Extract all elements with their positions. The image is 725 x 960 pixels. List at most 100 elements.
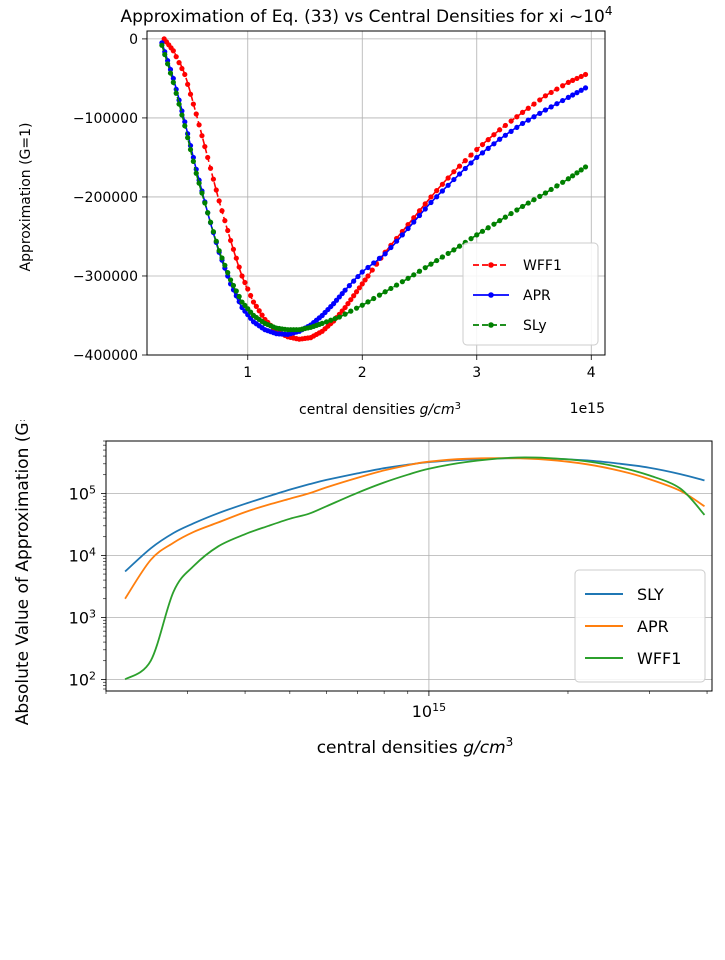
legend-label-apr: APR xyxy=(637,617,669,636)
y-tick-label: 102 xyxy=(69,669,96,690)
series-marker xyxy=(376,292,383,298)
series-marker xyxy=(542,107,549,113)
series-marker xyxy=(225,270,231,276)
series-marker xyxy=(491,141,497,147)
series-marker xyxy=(382,289,388,295)
series-marker xyxy=(353,289,360,295)
y-tick-label: 0 xyxy=(129,32,138,48)
series-marker xyxy=(508,210,514,217)
series-marker xyxy=(570,173,576,179)
series-marker xyxy=(176,101,182,107)
series-marker xyxy=(355,273,361,280)
series-marker xyxy=(574,90,580,96)
y-tick-label: 103 xyxy=(69,607,96,628)
series-marker xyxy=(371,260,377,266)
series-marker xyxy=(365,264,371,271)
series-marker xyxy=(216,198,222,204)
series-marker xyxy=(525,105,531,111)
series-marker xyxy=(362,277,368,283)
series-marker xyxy=(514,124,520,131)
series-marker xyxy=(428,194,434,200)
legend: WFF1 APR SLy xyxy=(462,242,599,346)
series-marker xyxy=(196,180,202,186)
series-marker xyxy=(233,255,239,261)
series-marker xyxy=(210,229,217,235)
series-marker xyxy=(236,264,242,270)
series-marker xyxy=(405,222,411,228)
series-marker xyxy=(462,165,468,172)
series-marker xyxy=(207,219,214,225)
series-marker xyxy=(342,287,348,293)
series-marker xyxy=(502,214,508,220)
series-marker xyxy=(582,85,589,91)
legend-marker-wff1 xyxy=(488,262,494,268)
series-marker xyxy=(439,188,446,194)
series-marker xyxy=(405,225,411,232)
series-marker xyxy=(369,267,375,273)
series-marker xyxy=(202,143,208,150)
y-tick-label: 104 xyxy=(69,545,96,566)
series-line-wff1 xyxy=(124,456,706,681)
series-marker xyxy=(173,90,179,96)
series-marker xyxy=(560,179,566,185)
series-marker xyxy=(456,243,463,249)
plot-frame xyxy=(146,30,606,356)
series-marker xyxy=(542,93,549,99)
series-marker xyxy=(451,176,457,183)
series-marker xyxy=(222,262,228,268)
series-marker xyxy=(399,232,405,238)
chart-approximation-linear: Approximation of Eq. (33) vs Central Den… xyxy=(18,4,613,418)
series-marker xyxy=(456,171,463,177)
series-marker xyxy=(554,86,560,92)
series-marker xyxy=(245,286,251,292)
x-tick-label: 1015 xyxy=(412,701,446,722)
series-marker xyxy=(497,127,503,133)
series-marker xyxy=(479,141,486,148)
series-marker xyxy=(167,66,174,73)
series-marker xyxy=(422,206,428,212)
series-marker xyxy=(193,111,199,117)
series-marker xyxy=(199,133,205,139)
series-marker xyxy=(365,273,371,279)
legend-box xyxy=(462,242,599,346)
series-line-sly xyxy=(124,457,705,573)
series-marker xyxy=(342,311,348,317)
series-marker xyxy=(342,304,348,311)
chart-title: Approximation of Eq. (33) vs Central Den… xyxy=(121,4,613,27)
series-marker xyxy=(514,207,520,213)
series-marker xyxy=(179,65,185,72)
series-marker xyxy=(491,221,497,227)
series-marker xyxy=(456,163,463,169)
series-marker xyxy=(416,208,423,214)
y-tick-label: 105 xyxy=(69,483,96,504)
series-marker xyxy=(388,244,394,251)
series-marker xyxy=(491,132,497,138)
series-marker xyxy=(165,61,171,67)
series-marker xyxy=(207,165,214,171)
series-marker xyxy=(170,75,176,82)
series-sly xyxy=(159,42,589,333)
legend-marker-sly xyxy=(488,322,494,328)
series-marker xyxy=(359,281,365,287)
series-marker xyxy=(485,137,491,143)
series-marker xyxy=(328,317,334,323)
series-marker xyxy=(182,71,188,78)
series-marker xyxy=(336,314,342,320)
legend: SLY APR WFF1 xyxy=(574,569,706,683)
series-marker xyxy=(351,293,357,299)
series-marker xyxy=(359,302,365,308)
series-marker xyxy=(411,219,417,225)
series-marker xyxy=(497,218,503,224)
legend-label-wff1: WFF1 xyxy=(637,649,681,668)
series-marker xyxy=(485,145,491,151)
series-marker xyxy=(159,42,165,48)
series-marker xyxy=(182,119,188,125)
series-marker xyxy=(193,170,199,176)
series-marker xyxy=(554,183,560,189)
x-tick-label: 3 xyxy=(472,365,481,381)
y-tick-label: −200000 xyxy=(73,190,138,206)
series-marker xyxy=(242,279,248,286)
series-marker xyxy=(365,299,371,305)
series-marker xyxy=(531,101,537,107)
